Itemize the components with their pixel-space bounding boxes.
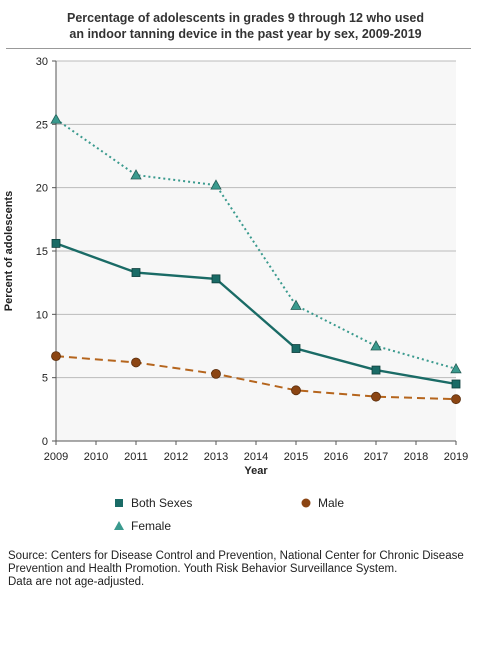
x-tick-label: 2017 [364,451,388,463]
data-point-both-sexes [131,268,141,277]
x-tick-label: 2013 [204,451,228,463]
series-line-male [55,355,457,401]
square-marker-icon [115,499,123,507]
data-point-both-sexes [451,379,461,389]
legend-label-female: Female [131,519,172,533]
x-axis-ticks: 2009 2010 2011 2012 2013 2014 2015 2016 2017 2018… [44,441,468,463]
line-chart: 2009 2010 2011 2012 2013 2014 2015 2016 2017 2018… [3,56,468,477]
data-point-both-sexes [51,238,61,248]
y-tick-label: 10 [36,309,48,321]
title-divider [6,48,471,49]
data-point-female [130,169,142,180]
data-point-female [450,362,462,374]
data-point-both-sexes [371,365,381,375]
circle-marker-icon [301,498,311,508]
legend-label-male: Male [318,496,345,510]
x-tick-label: 2019 [444,451,468,463]
x-tick-label: 2012 [164,451,188,463]
x-axis-label: Year [244,465,268,477]
y-tick-label: 5 [42,373,48,385]
x-tick-label: 2009 [44,451,68,463]
x-tick-label: 2011 [124,451,148,463]
series-line-both-sexes [55,242,457,386]
x-tick-label: 2010 [84,451,108,463]
data-point-male [371,391,381,402]
x-tick-label: 2014 [244,451,268,463]
legend-item-both-sexes: Both Sexes [113,496,192,510]
data-point-female [370,340,382,351]
series-line-female [55,118,457,370]
y-tick-label: 20 [36,183,48,195]
chart-title-line-2: an indoor tanning device in the past yea… [69,27,422,41]
y-tick-label: 25 [36,119,48,131]
legend-item-male: Male [300,496,344,510]
x-tick-label: 2015 [284,451,308,463]
y-tick-label: 15 [36,246,48,258]
data-point-female [50,113,62,124]
y-tick-label: 0 [42,436,48,448]
chart-title-line-1: Percentage of adolescents in grades 9 th… [66,11,425,25]
chart-title: Percentage of adolescents in grades 9 th… [0,10,491,42]
legend-item-female: Female [113,519,171,533]
series-layer [50,113,462,405]
legend-label-both-sexes: Both Sexes [131,496,193,510]
source-line-1: Source: Centers for Disease Control and … [8,550,464,562]
data-point-both-sexes [211,274,221,284]
data-point-male [451,394,461,405]
data-point-female [210,179,222,190]
gridlines [56,60,456,379]
source-line-2: Prevention and Health Promotion. Youth R… [8,563,398,575]
x-tick-label: 2018 [404,451,428,463]
triangle-marker-icon [114,521,124,530]
y-axis-label: Percent of adolescents [3,191,15,311]
data-point-male [211,368,221,379]
data-point-female [290,299,302,310]
data-point-male [51,351,61,362]
data-point-male [291,385,301,396]
y-axis-ticks: 0 5 10 15 20 25 30 [36,56,56,448]
data-point-both-sexes [291,344,301,353]
source-note: Source: Centers for Disease Control and … [8,550,488,589]
source-line-3: Data are not age-adjusted. [8,576,145,588]
data-point-male [131,357,141,368]
y-tick-label: 30 [36,56,48,68]
x-tick-label: 2016 [324,451,348,463]
